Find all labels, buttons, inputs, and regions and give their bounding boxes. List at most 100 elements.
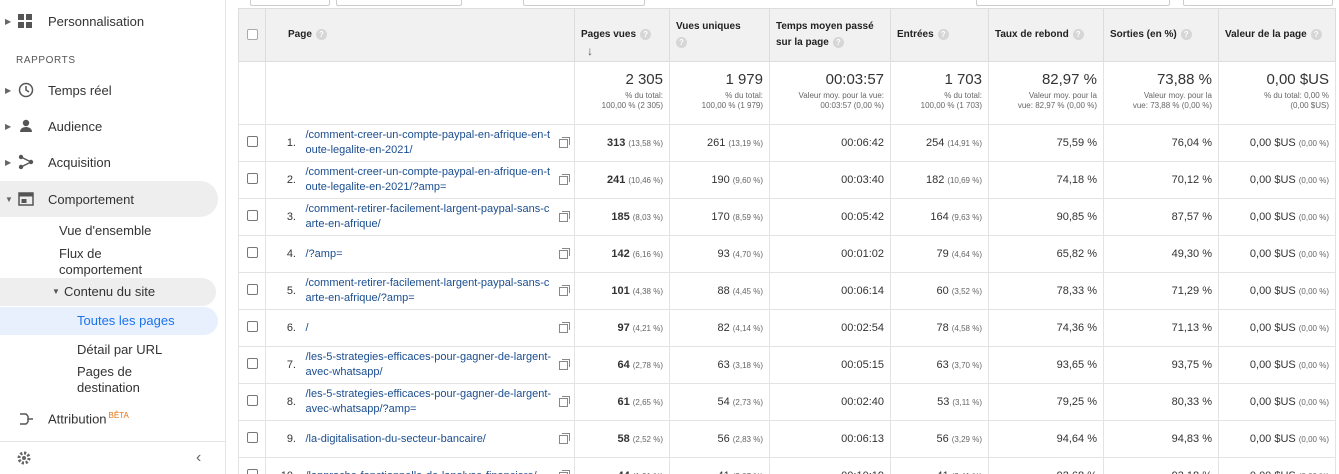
nav-temps-reel[interactable]: ▶ Temps réel <box>0 72 218 108</box>
nav-acquisition[interactable]: ▶ Acquisition <box>0 144 218 180</box>
header-sorties[interactable]: Sorties (en %)? <box>1103 8 1219 62</box>
page-link[interactable]: /?amp= <box>305 247 343 260</box>
row-select-cell[interactable] <box>238 309 266 347</box>
row-select-cell[interactable] <box>238 161 266 199</box>
pages-vues-pct: (13,58 %) <box>628 139 663 148</box>
open-external-icon[interactable] <box>559 358 570 370</box>
page-link[interactable]: /lapproche-fonctionnelle-de-lanalyse-fin… <box>306 469 554 474</box>
row-checkbox[interactable] <box>246 358 258 369</box>
row-select-cell[interactable] <box>238 420 266 458</box>
top-controls <box>250 0 1339 6</box>
caret-right-icon: ▶ <box>5 16 12 26</box>
help-icon[interactable]: ? <box>1072 28 1084 40</box>
header-valeur-page[interactable]: Valeur de la page? <box>1218 8 1336 62</box>
page-link[interactable]: /comment-creer-un-compte-paypal-en-afriq… <box>305 166 551 193</box>
page-link[interactable]: /la-digitalisation-du-secteur-bancaire/ <box>305 432 486 445</box>
view-toggle-group[interactable] <box>1183 0 1333 6</box>
row-select-cell[interactable] <box>238 235 266 273</box>
row-pages-vues: 64 (2,78 %) <box>574 346 670 384</box>
open-external-icon[interactable] <box>559 469 570 474</box>
row-checkbox[interactable] <box>246 469 258 474</box>
table-row: 3. /comment-retirer-facilement-largent-pa… <box>238 198 1336 236</box>
header-pages-vues-label: Pages vues <box>581 29 637 40</box>
row-select-cell[interactable] <box>238 346 266 384</box>
open-external-icon[interactable] <box>559 136 570 148</box>
page-link[interactable]: / <box>305 321 309 334</box>
help-icon[interactable]: ? <box>676 36 687 48</box>
help-icon[interactable]: ? <box>640 28 652 40</box>
row-checkbox[interactable] <box>246 432 258 443</box>
row-checkbox[interactable] <box>246 321 258 332</box>
nav-pages-destination[interactable]: Pages de destination <box>77 364 140 396</box>
row-select-cell[interactable] <box>238 124 266 162</box>
nav-vue-ensemble[interactable]: Vue d'ensemble <box>59 223 152 238</box>
rebond-value: 90,85 % <box>1056 211 1097 223</box>
page-link[interactable]: /les-5-strategies-efficaces-pour-gagner-… <box>305 351 552 378</box>
help-icon[interactable]: ? <box>1180 28 1192 40</box>
row-page-cell: 1. /comment-creer-un-compte-paypal-en-afr… <box>265 124 575 162</box>
page-link[interactable]: /comment-retirer-facilement-largent-payp… <box>305 277 550 304</box>
row-select-cell[interactable] <box>238 457 266 474</box>
sort-down-arrow-icon[interactable]: ↓ <box>587 44 593 58</box>
page-link[interactable]: /comment-retirer-facilement-largent-payp… <box>305 203 550 230</box>
row-vues-uniques: 170 (8,59 %) <box>669 198 770 236</box>
open-external-icon[interactable] <box>559 321 570 333</box>
nav-attribution[interactable]: Attribution BÊTA <box>0 401 218 437</box>
nav-personnalisation[interactable]: ▶ Personnalisation <box>0 3 218 39</box>
header-entrees[interactable]: Entrées? <box>890 8 989 62</box>
row-checkbox[interactable] <box>246 247 258 258</box>
nav-detail-url[interactable]: Détail par URL <box>77 342 163 357</box>
header-taux-rebond[interactable]: Taux de rebond? <box>988 8 1104 62</box>
nav-contenu-site[interactable]: ▼ Contenu du site <box>0 278 216 306</box>
help-icon[interactable]: ? <box>937 28 949 40</box>
row-checkbox[interactable] <box>246 173 258 184</box>
open-external-icon[interactable] <box>559 395 570 407</box>
row-temps: 00:03:40 <box>769 161 891 199</box>
valeur-pct: (0,00 %) <box>1298 435 1329 444</box>
open-external-icon[interactable] <box>559 432 570 444</box>
open-external-icon[interactable] <box>559 247 570 259</box>
header-vues-uniques[interactable]: Vues uniques? <box>669 8 770 62</box>
header-page[interactable]: Page? <box>265 8 575 62</box>
header-temps-moyen[interactable]: Temps moyen passé sur la page? <box>769 8 891 62</box>
temps-value: 00:02:54 <box>841 322 884 334</box>
nav-flux-comportement[interactable]: Flux de comportement <box>59 246 142 278</box>
nav-comportement[interactable]: ▼ Comportement <box>0 181 218 217</box>
nav-toutes-pages[interactable]: Toutes les pages <box>0 307 218 335</box>
help-icon[interactable]: ? <box>832 36 844 48</box>
row-select-cell[interactable] <box>238 383 266 421</box>
select-all-checkbox[interactable] <box>246 29 258 40</box>
row-page-cell: 4. /?amp= <box>265 235 575 273</box>
page-link[interactable]: /comment-creer-un-compte-paypal-en-afriq… <box>305 129 551 156</box>
row-select-cell[interactable] <box>238 198 266 236</box>
control-box-1[interactable] <box>250 0 330 6</box>
gear-icon[interactable] <box>16 450 32 471</box>
row-page-cell: 2. /comment-creer-un-compte-paypal-en-afr… <box>265 161 575 199</box>
control-box-2[interactable] <box>336 0 462 6</box>
help-icon[interactable]: ? <box>1310 28 1322 40</box>
collapse-chevron-icon[interactable]: ‹ <box>196 449 202 466</box>
header-select-all[interactable] <box>238 8 266 62</box>
vues-uniques-value: 54 <box>717 396 730 408</box>
open-external-icon[interactable] <box>559 173 570 185</box>
valeur-pct: (0,00 %) <box>1298 250 1329 259</box>
open-external-icon[interactable] <box>559 284 570 296</box>
help-icon[interactable]: ? <box>315 28 327 40</box>
nav-audience[interactable]: ▶ Audience <box>0 108 218 144</box>
page-link[interactable]: /les-5-strategies-efficaces-pour-gagner-… <box>305 388 552 415</box>
totals-sub: Valeur moy. pour la <box>1028 91 1097 100</box>
nav-pages-dest-line2: destination <box>77 380 140 395</box>
valeur-value: 0,00 $US <box>1249 359 1296 371</box>
totals-temps-value: 00:03:57 <box>825 71 884 88</box>
row-checkbox[interactable] <box>246 395 258 406</box>
control-box-3[interactable] <box>523 0 645 6</box>
row-checkbox[interactable] <box>246 136 258 147</box>
row-select-cell[interactable] <box>238 272 266 310</box>
control-box-4[interactable] <box>976 0 1170 6</box>
open-external-icon[interactable] <box>559 210 570 222</box>
header-pages-vues[interactable]: Pages vues ? ↓ <box>574 8 670 62</box>
entrees-value: 41 <box>937 470 949 474</box>
row-index: 8. <box>286 396 296 408</box>
row-checkbox[interactable] <box>246 210 258 221</box>
row-checkbox[interactable] <box>246 284 258 295</box>
